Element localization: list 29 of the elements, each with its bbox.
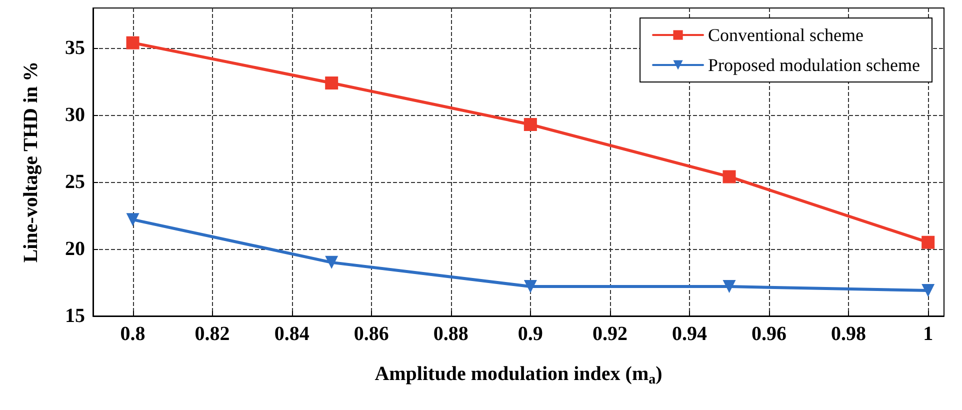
y-axis-title: Line-voltage THD in % xyxy=(20,61,42,263)
x-tick-label: 1 xyxy=(923,323,934,345)
y-tick-label: 30 xyxy=(65,104,85,126)
point xyxy=(722,170,736,184)
x-tick-label: 0.94 xyxy=(672,323,707,345)
x-tick-label: 0.9 xyxy=(518,323,543,345)
point xyxy=(126,36,140,50)
y-tick-label: 20 xyxy=(65,238,85,260)
point xyxy=(524,280,537,294)
point xyxy=(922,284,935,298)
point xyxy=(325,76,338,90)
legend-label: Conventional scheme xyxy=(708,25,864,45)
legend-label: Proposed modulation scheme xyxy=(708,55,920,75)
x-tick-label: 0.96 xyxy=(752,323,787,345)
point xyxy=(325,256,338,269)
point xyxy=(922,236,935,249)
y-tick-label: 15 xyxy=(65,305,85,327)
x-tick-label: 0.92 xyxy=(592,323,628,345)
y-tick-label: 35 xyxy=(65,37,85,60)
x-tick-label: 0.8 xyxy=(120,323,146,345)
x-tick-label: 0.82 xyxy=(194,323,230,345)
x-tick-label: 0.86 xyxy=(354,323,389,345)
x-tick-label: 0.98 xyxy=(831,323,866,345)
point xyxy=(722,280,736,294)
point xyxy=(126,213,140,226)
x-tick-label: 0.88 xyxy=(433,323,468,345)
x-tick-label: 0.84 xyxy=(274,323,310,345)
y-tick-label: 25 xyxy=(65,171,85,194)
point xyxy=(524,118,537,132)
